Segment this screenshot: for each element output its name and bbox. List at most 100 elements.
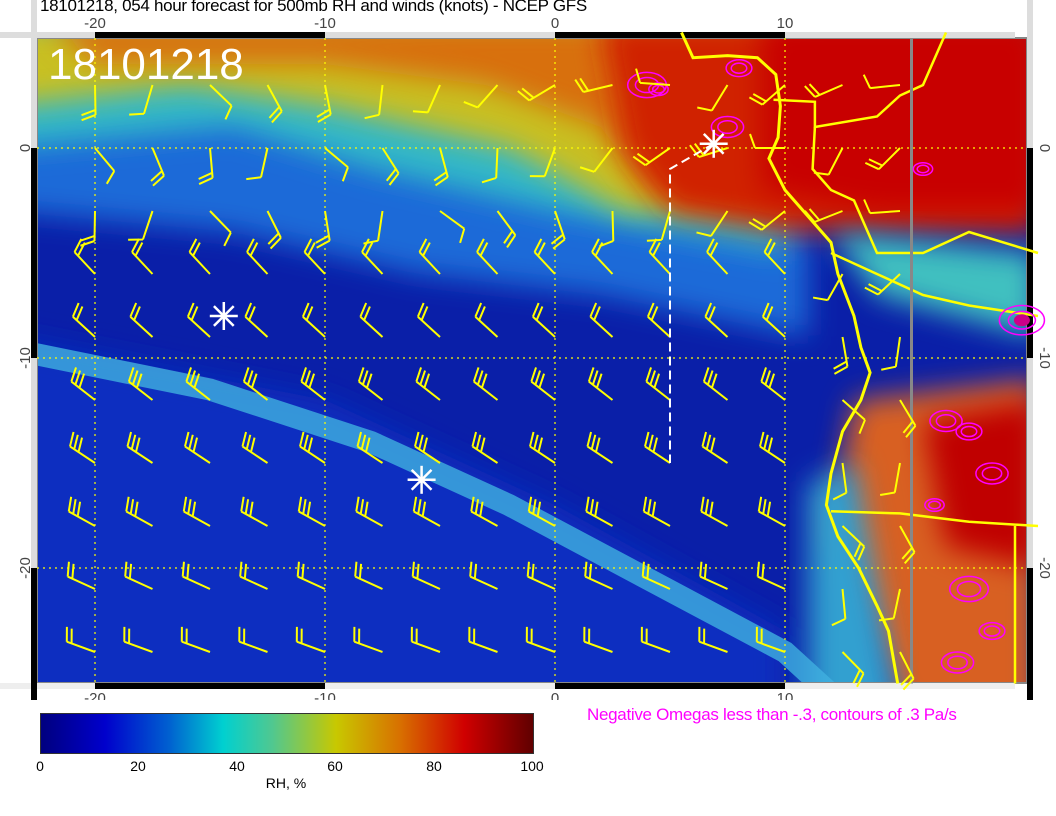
lat-tick-label-left: 0	[17, 144, 34, 152]
wind-barb	[697, 84, 729, 112]
wind-barb-shaft	[412, 496, 441, 527]
wind-barb-shaft	[241, 431, 269, 464]
wind-barb-shaft	[364, 84, 384, 120]
lat-tick-label-right: -20	[1036, 557, 1053, 579]
wind-barb-shaft	[73, 238, 96, 275]
frame-bar-top	[325, 32, 555, 38]
wind-barb	[472, 367, 499, 401]
wind-barb	[364, 84, 384, 120]
wind-barb	[641, 561, 671, 590]
wind-barb	[266, 84, 283, 124]
wind-barb-shaft	[356, 431, 384, 464]
colorbar-tick: 20	[130, 758, 146, 774]
wind-barb	[241, 431, 269, 464]
wind-barb	[439, 210, 466, 244]
wind-barb-shaft	[899, 399, 917, 438]
wind-barb	[644, 431, 671, 464]
wind-barb-shaft	[469, 561, 498, 590]
wind-barb-shaft	[246, 238, 269, 275]
wind-barb	[246, 238, 269, 275]
wind-barb	[763, 238, 786, 275]
wind-barb-shaft	[416, 302, 441, 338]
marker-stroke	[410, 469, 433, 491]
wind-barb	[240, 496, 268, 527]
omega-contour	[648, 82, 669, 97]
wind-barb	[70, 367, 96, 401]
wind-barb	[864, 147, 901, 171]
wind-barb-shaft	[354, 561, 383, 590]
wind-barb-shaft	[71, 302, 96, 338]
wind-barb	[410, 626, 441, 653]
wind-barb	[749, 133, 785, 149]
wind-barb	[316, 84, 332, 123]
wind-barb-shaft	[381, 147, 400, 186]
colorbar-label: RH, %	[265, 775, 307, 791]
frame-bar-left	[31, 568, 37, 700]
wind-barb-shaft	[300, 367, 326, 401]
frame-bar-bottom	[325, 683, 555, 689]
lat-tick-label-left: -20	[17, 557, 34, 579]
wind-barb-shaft	[472, 367, 499, 401]
wind-barb-shaft	[244, 302, 269, 338]
frame-bar-right	[1027, 148, 1033, 358]
wind-barb	[244, 302, 269, 338]
wind-barb-shaft	[585, 496, 613, 527]
wind-barb	[862, 74, 901, 90]
wind-barb	[804, 208, 843, 223]
wind-barb-shaft	[591, 238, 614, 275]
frame-bar-bottom	[0, 683, 95, 689]
wind-barb-shaft	[533, 238, 556, 275]
wind-barb	[804, 83, 843, 98]
wind-barb-shaft	[297, 496, 326, 527]
wind-barb	[757, 496, 786, 527]
wind-barb	[418, 238, 441, 275]
wind-barb-shaft	[242, 367, 269, 401]
lon-tick-label-top: -20	[84, 15, 106, 32]
wind-barb	[66, 561, 96, 590]
wind-barb-shaft	[81, 84, 97, 122]
wind-barb	[813, 147, 844, 176]
wind-barb	[301, 302, 326, 338]
omega-contour	[948, 575, 990, 603]
wind-barb	[355, 496, 383, 527]
wind-barb	[525, 626, 556, 653]
wind-barb	[150, 147, 165, 187]
wind-barb	[517, 84, 556, 102]
frame-bar-left	[31, 148, 37, 358]
wind-barb-shaft	[471, 431, 499, 464]
omega-contour	[998, 304, 1046, 336]
omega-contour	[927, 500, 942, 510]
wind-barb-shaft	[702, 367, 729, 401]
wind-barb-shaft	[757, 496, 786, 527]
wind-barb	[701, 431, 729, 464]
wind-barb-shaft	[124, 561, 153, 590]
wind-barb-shaft	[699, 561, 728, 590]
wind-barb	[129, 84, 154, 116]
wind-barb	[124, 561, 153, 590]
frame-bar-right	[1027, 0, 1033, 148]
wind-barb	[69, 431, 96, 464]
wind-barb	[579, 147, 614, 173]
wind-barb-shaft	[700, 496, 728, 527]
wind-barb	[584, 561, 613, 590]
omega-contour	[955, 422, 983, 441]
wind-barb-shaft	[415, 367, 441, 401]
wind-barb	[899, 525, 916, 565]
wind-barb-shaft	[239, 561, 268, 590]
wind-barb	[533, 238, 556, 275]
colorbar-tick: 80	[426, 758, 442, 774]
wind-barb-shaft	[246, 147, 269, 181]
wind-barb-shaft	[517, 84, 556, 102]
wind-barb	[412, 84, 441, 114]
wind-barb	[123, 626, 153, 653]
wind-barb	[648, 238, 671, 275]
wind-barb-shaft	[266, 210, 282, 250]
omega-max	[1013, 314, 1030, 327]
frame-bar-left	[31, 358, 37, 568]
wind-barb	[527, 496, 556, 527]
frame-bar-top	[95, 32, 325, 38]
datestamp-label: 18101218	[48, 40, 244, 89]
wind-barb	[469, 561, 498, 590]
wind-barb-shaft	[316, 84, 332, 123]
wind-barb-shaft	[410, 626, 441, 653]
